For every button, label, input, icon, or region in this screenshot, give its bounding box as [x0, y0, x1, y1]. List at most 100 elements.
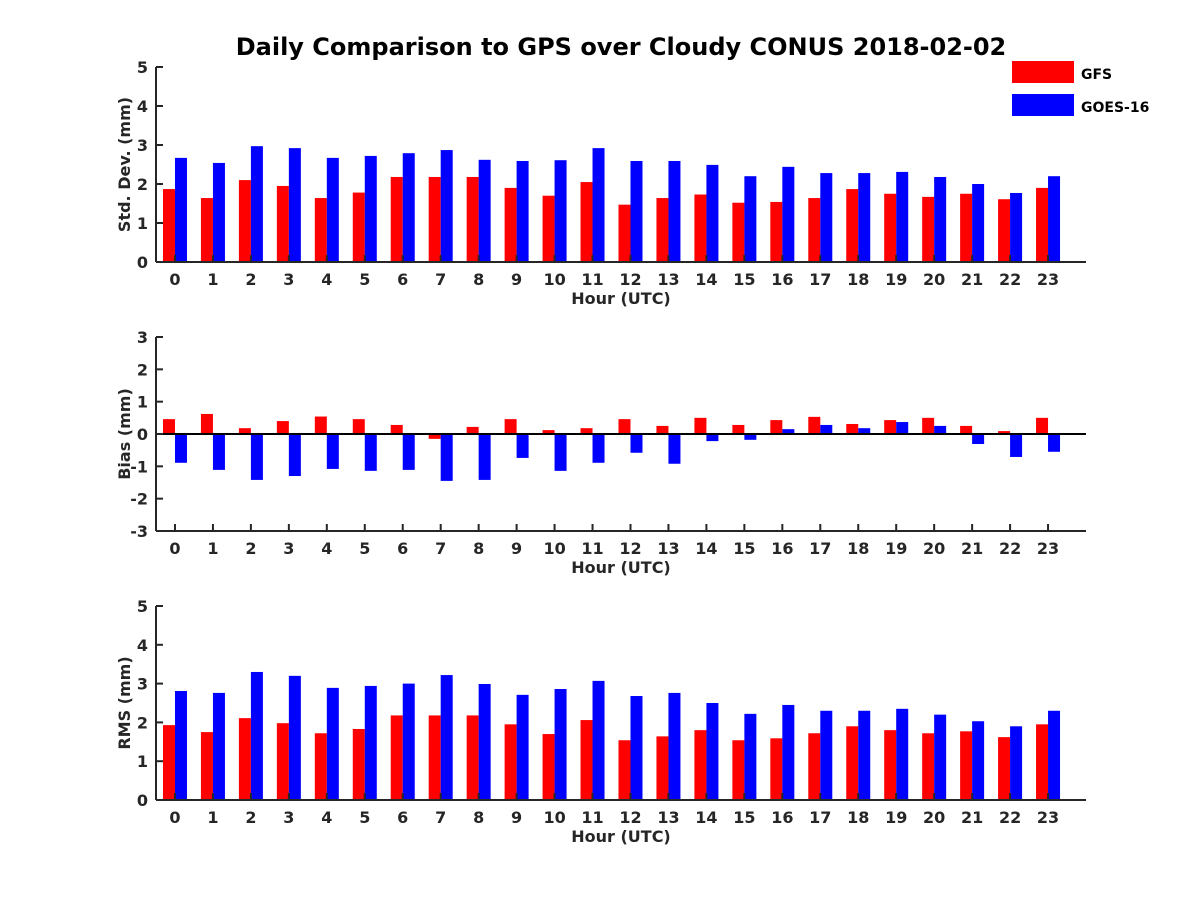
bar-goes16-16: [782, 429, 795, 434]
bar-goes16-14: [706, 434, 719, 442]
y-tick-label: 4: [137, 636, 148, 655]
bar-goes16-12: [630, 696, 643, 800]
x-tick-label: 5: [359, 270, 370, 289]
bar-goes16-11: [592, 148, 605, 262]
bar-goes16-19: [896, 171, 909, 262]
bar-gfs-15: [732, 202, 745, 262]
bar-goes16-16: [782, 166, 795, 262]
x-tick-label: 10: [543, 270, 565, 289]
x-tick-label: 18: [847, 808, 869, 827]
y-tick-label: 1: [137, 393, 148, 412]
x-tick-label: 2: [245, 539, 256, 558]
bar-goes16-2: [250, 671, 263, 800]
x-tick-label: 15: [733, 808, 755, 827]
bar-goes16-14: [706, 164, 719, 262]
bar-gfs-15: [732, 740, 745, 800]
x-tick-label: 6: [397, 539, 408, 558]
y-tick-label: 2: [137, 175, 148, 194]
bar-gfs-21: [960, 731, 973, 800]
bar-gfs-2: [238, 718, 251, 800]
x-tick-label: 13: [657, 539, 679, 558]
x-tick-label: 19: [885, 808, 907, 827]
y-axis-label: Bias (mm): [115, 388, 134, 480]
bar-gfs-21: [960, 193, 973, 262]
bar-gfs-13: [656, 425, 669, 434]
bar-gfs-4: [314, 198, 327, 262]
bar-goes16-21: [972, 434, 985, 445]
x-tick-label: 8: [473, 808, 484, 827]
x-tick-label: 20: [923, 539, 945, 558]
x-tick-label: 21: [961, 539, 983, 558]
x-tick-label: 19: [885, 270, 907, 289]
x-tick-label: 23: [1037, 539, 1059, 558]
bar-gfs-11: [580, 182, 593, 262]
bar-goes16-21: [972, 721, 985, 800]
bar-gfs-9: [504, 419, 517, 434]
x-tick-label: 13: [657, 270, 679, 289]
bar-goes16-6: [402, 434, 415, 470]
x-tick-label: 18: [847, 539, 869, 558]
bar-gfs-0: [162, 189, 175, 262]
bar-gfs-17: [808, 733, 821, 800]
bar-gfs-22: [998, 431, 1011, 434]
x-tick-label: 10: [543, 808, 565, 827]
bar-goes16-6: [402, 683, 415, 800]
bar-goes16-18: [858, 173, 871, 262]
bar-gfs-3: [276, 421, 289, 434]
bar-goes16-8: [478, 683, 491, 800]
bar-goes16-3: [288, 148, 301, 262]
x-tick-label: 0: [169, 270, 180, 289]
bar-gfs-18: [846, 189, 859, 262]
bar-goes16-8: [478, 434, 491, 480]
bar-goes16-3: [288, 675, 301, 800]
bar-goes16-1: [212, 162, 225, 262]
x-tick-label: 11: [581, 270, 603, 289]
x-tick-label: 16: [771, 808, 793, 827]
bar-gfs-9: [504, 724, 517, 800]
x-tick-label: 0: [169, 808, 180, 827]
x-tick-label: 13: [657, 808, 679, 827]
bar-gfs-11: [580, 428, 593, 434]
x-tick-label: 22: [999, 270, 1021, 289]
bar-gfs-23: [1036, 724, 1049, 800]
bar-goes16-23: [1048, 710, 1061, 800]
bar-gfs-14: [694, 194, 707, 262]
y-tick-label: 3: [137, 136, 148, 155]
x-tick-label: 4: [321, 808, 332, 827]
x-tick-label: 7: [435, 270, 446, 289]
chart-title: Daily Comparison to GPS over Cloudy CONU…: [236, 33, 1007, 61]
x-tick-label: 17: [809, 808, 831, 827]
x-tick-label: 9: [511, 539, 522, 558]
bar-gfs-20: [922, 733, 935, 800]
x-tick-label: 23: [1037, 808, 1059, 827]
bar-goes16-12: [630, 434, 643, 453]
bar-gfs-0: [162, 725, 175, 800]
bar-gfs-16: [770, 738, 783, 800]
bar-gfs-5: [352, 729, 365, 800]
bar-gfs-14: [694, 417, 707, 434]
y-tick-label: -2: [130, 490, 148, 509]
bar-goes16-0: [174, 434, 187, 463]
x-tick-label: 15: [733, 270, 755, 289]
bar-goes16-4: [326, 434, 339, 469]
bar-goes16-19: [896, 422, 909, 434]
bar-goes16-5: [364, 685, 377, 800]
bar-gfs-12: [618, 204, 631, 262]
x-tick-label: 1: [207, 270, 218, 289]
bar-goes16-14: [706, 703, 719, 800]
x-tick-label: 14: [695, 270, 717, 289]
x-tick-label: 16: [771, 270, 793, 289]
bar-gfs-13: [656, 198, 669, 262]
x-tick-label: 15: [733, 539, 755, 558]
bar-goes16-7: [440, 675, 453, 800]
bar-gfs-4: [314, 733, 327, 800]
bar-gfs-8: [466, 426, 479, 434]
bar-gfs-4: [314, 416, 327, 434]
bar-gfs-12: [618, 740, 631, 800]
x-tick-label: 1: [207, 808, 218, 827]
bar-goes16-15: [744, 176, 757, 262]
bar-gfs-22: [998, 737, 1011, 800]
bar-gfs-7: [428, 176, 441, 262]
x-tick-label: 17: [809, 539, 831, 558]
